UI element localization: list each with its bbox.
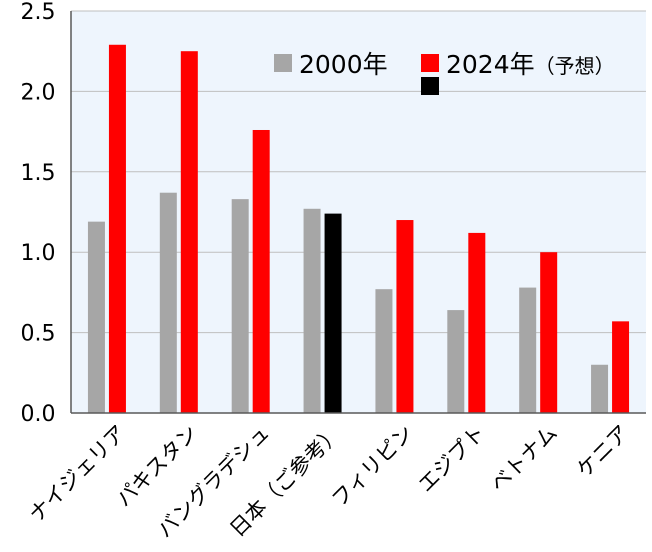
bar-2000 bbox=[591, 364, 609, 413]
legend-swatch-2024 bbox=[421, 54, 439, 72]
x-tick-label: ベトナム bbox=[486, 421, 562, 497]
bar-2000 bbox=[231, 199, 249, 413]
bars bbox=[87, 44, 630, 413]
bar-2000 bbox=[447, 310, 465, 413]
y-axis-ticks: 0.0 0.5 1.0 1.5 2.0 2.5 bbox=[21, 0, 56, 427]
y-tick-label: 1.0 bbox=[21, 241, 56, 266]
bar-2000 bbox=[375, 289, 393, 413]
x-tick-label: ケニア bbox=[572, 421, 634, 483]
x-tick-label: ナイジェリア bbox=[24, 421, 130, 527]
bar-2024 bbox=[612, 321, 630, 413]
y-tick-label: 2.0 bbox=[21, 80, 56, 105]
bar-2000 bbox=[159, 192, 177, 413]
x-tick-label: エジプト bbox=[413, 421, 489, 497]
bar-2000 bbox=[87, 221, 105, 413]
legend-label-2000: 2000年 bbox=[299, 50, 388, 79]
bar-2024 bbox=[324, 213, 342, 413]
legend: 2000年 2024年（予想） bbox=[274, 50, 615, 95]
legend-swatch-2000 bbox=[274, 54, 292, 72]
y-tick-label: 0.0 bbox=[21, 402, 56, 427]
bar-2024 bbox=[252, 129, 270, 413]
bar-2000 bbox=[303, 208, 321, 413]
y-tick-label: 2.5 bbox=[21, 0, 56, 25]
bar-2024 bbox=[540, 252, 558, 413]
bar-2024 bbox=[468, 232, 486, 413]
bar-2000 bbox=[519, 287, 537, 413]
legend-label-2024: 2024年（予想） bbox=[446, 50, 615, 79]
bar-2024 bbox=[108, 44, 126, 413]
legend-swatch-japan bbox=[421, 77, 439, 95]
bar-2024 bbox=[396, 220, 414, 413]
bar-2024 bbox=[180, 51, 198, 413]
y-tick-label: 0.5 bbox=[21, 322, 56, 347]
y-tick-label: 1.5 bbox=[21, 161, 56, 186]
